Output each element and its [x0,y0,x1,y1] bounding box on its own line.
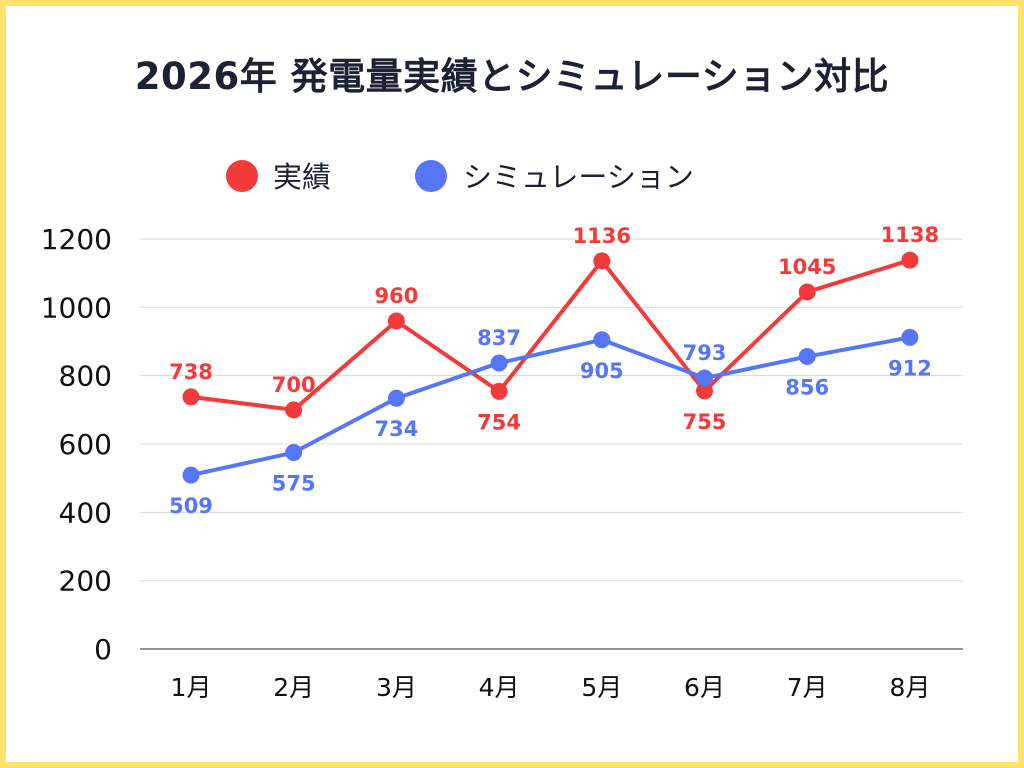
data-point-2 [182,466,200,484]
data-label-1: 1138 [881,223,939,247]
y-tick-label: 800 [59,360,112,393]
chart-title: 2026年 発電量実績とシミュレーション対比 [134,55,890,98]
data-label-2: 509 [169,494,213,518]
y-tick-label: 600 [59,428,112,461]
x-tick-label: 3月 [376,673,417,702]
data-label-2: 793 [683,341,727,365]
x-axis: 1月 2月 3月 4月 5月 6月 7月 8月 [171,673,931,702]
data-point-1 [696,382,713,400]
data-label-2: 734 [374,417,418,441]
data-point-1 [901,251,919,269]
x-tick-label: 8月 [889,673,930,702]
y-tick-label: 1200 [41,223,112,256]
legend: 実績 シミュレーション [226,160,694,194]
series-points [182,251,919,484]
x-tick-label: 7月 [787,673,828,702]
data-label-1: 755 [683,410,727,434]
data-point-1 [593,252,611,270]
data-point-1 [798,283,816,301]
data-point-1 [182,388,200,406]
data-point-1 [387,312,405,330]
data-label-1: 754 [477,410,521,434]
data-label-2: 856 [785,376,829,400]
data-point-2 [901,328,919,346]
data-label-2: 575 [272,472,316,496]
data-point-2 [387,389,405,407]
data-label-1: 1136 [573,224,631,248]
data-point-1 [490,382,508,400]
data-label-1: 960 [374,284,418,308]
series-lines [189,258,912,478]
data-point-2 [798,348,816,366]
series-line-1 [189,258,912,412]
data-point-2 [593,331,611,349]
x-tick-label: 6月 [684,673,725,702]
legend-label-2: シミュレーション [463,160,694,194]
y-tick-label: 200 [59,565,112,598]
legend-marker-2 [415,160,447,192]
legend-label-1: 実績 [273,160,331,194]
data-label-2: 837 [477,326,521,350]
y-tick-label: 400 [59,496,112,529]
x-tick-label: 1月 [171,673,212,702]
data-label-1: 738 [169,360,213,384]
data-labels: 738 509 700 575 960 734 754 837 1136 905 755 793 104… [169,223,939,518]
legend-marker-1 [226,160,258,192]
data-point-2 [490,354,508,372]
y-tick-label: 0 [94,633,112,666]
data-point-2 [285,444,303,462]
data-point-2 [696,369,713,387]
data-label-1: 700 [272,373,316,397]
series-line-2 [189,335,912,478]
x-tick-label: 5月 [581,673,622,702]
gridlines [140,238,963,650]
y-tick-label: 1000 [41,291,112,324]
x-tick-label: 4月 [479,673,520,702]
y-axis: 0 200 400 600 800 1000 1200 [41,223,112,666]
data-label-2: 905 [580,359,624,383]
data-point-1 [285,401,303,419]
data-label-1: 1045 [778,255,836,279]
data-label-2: 912 [888,356,932,380]
x-tick-label: 2月 [273,673,314,702]
